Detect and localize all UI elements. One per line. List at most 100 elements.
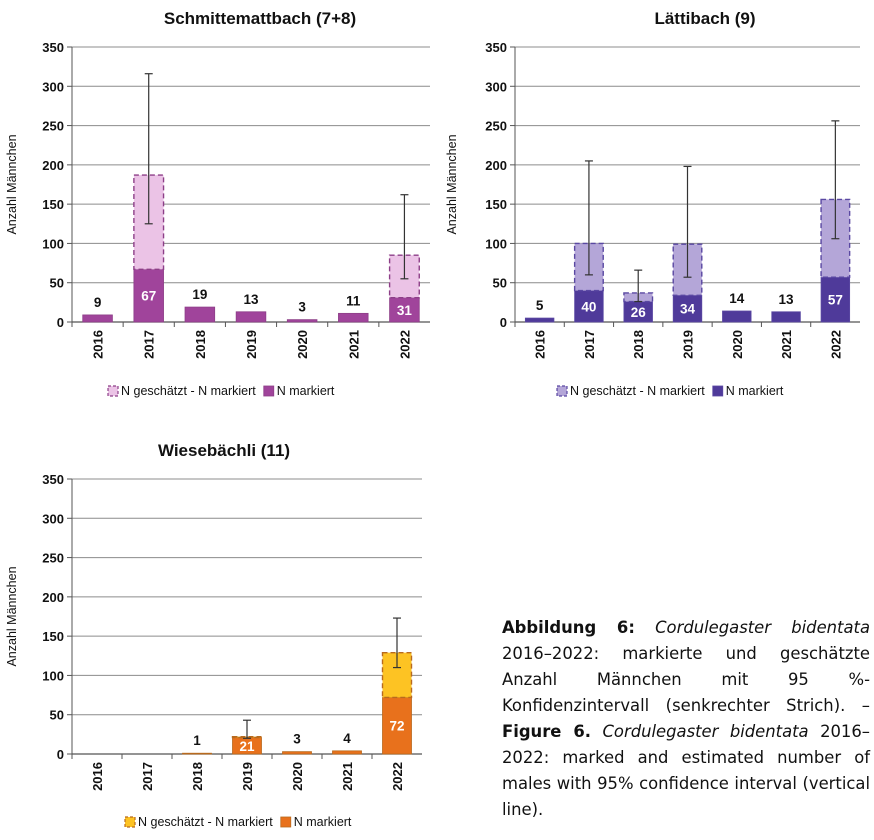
y-tick-label: 300 <box>485 79 507 94</box>
x-tick-label: 2016 <box>533 330 548 359</box>
x-tick-label: 2020 <box>730 330 745 359</box>
legend-label-marked: N markiert <box>726 384 784 398</box>
y-tick-label: 350 <box>42 40 64 55</box>
y-tick-label: 350 <box>42 472 64 487</box>
chart-laettibach: Lättibach (9) Anzahl Männchen 0 50 100 150 200… <box>440 0 874 410</box>
bar-marked-2020 <box>282 751 312 755</box>
bar-marked-2019 <box>672 294 703 323</box>
bar-marked-2019 <box>235 311 267 323</box>
y-tick-label: 200 <box>485 158 507 173</box>
legend-swatch-estimated <box>124 816 136 828</box>
y-tick-label: 100 <box>42 236 64 251</box>
data-label-2019: 34 <box>680 302 696 317</box>
data-label-2018: 26 <box>631 305 647 320</box>
chart-title: Schmittemattbach (7+8) <box>164 9 356 28</box>
bar-marked-2022 <box>389 297 420 323</box>
x-tick-label: 2018 <box>631 330 646 359</box>
y-axis-label: Anzahl Männchen <box>5 566 19 666</box>
data-label-2022: 72 <box>389 719 404 734</box>
caption-species-en: Cordulegaster bidentata <box>602 722 809 741</box>
legend-label-estimated: N geschätzt - N markiert <box>138 815 273 829</box>
data-label-2020: 14 <box>729 291 745 306</box>
bar-marked-2018 <box>184 306 216 323</box>
bar-marked-2021 <box>338 312 369 323</box>
data-label-2016: 9 <box>94 295 102 310</box>
data-label-2019: 21 <box>239 739 255 754</box>
data-label-2019: 13 <box>243 292 259 307</box>
data-label-2021: 4 <box>343 731 351 746</box>
legend-swatch-marked <box>280 816 292 828</box>
x-tick-label: 2019 <box>681 330 696 359</box>
legend-label-estimated: N geschätzt - N markiert <box>121 384 256 398</box>
y-tick-label: 100 <box>485 236 507 251</box>
data-label-2018: 19 <box>192 287 207 302</box>
caption-de-text: 2016–2022: markierte und geschätzte Anza… <box>502 644 870 715</box>
bar-marked-2021 <box>771 311 801 323</box>
data-label-2021: 13 <box>779 292 795 307</box>
x-tick-label: 2017 <box>140 762 155 791</box>
x-tick-label: 2019 <box>240 762 255 791</box>
x-tick-label: 2022 <box>397 330 412 359</box>
chart-svg: Wiesebächli (11) Anzahl Männchen 0 50 100 150… <box>5 441 422 829</box>
x-tick-label: 2017 <box>142 330 157 359</box>
data-label-2017: 67 <box>141 289 156 304</box>
legend-swatch-estimated <box>556 385 568 397</box>
x-tick-label: 2021 <box>340 762 355 791</box>
chart-title: Lättibach (9) <box>654 9 755 28</box>
y-tick-label: 0 <box>57 747 64 762</box>
y-axis-label: Anzahl Männchen <box>445 134 459 234</box>
y-tick-label: 50 <box>50 708 64 723</box>
y-tick-label: 250 <box>42 551 64 566</box>
bar-marked-2021 <box>332 750 362 755</box>
bar-marked-2020 <box>286 319 318 323</box>
bar-marked-2018 <box>182 752 212 755</box>
x-tick-label: 2020 <box>290 762 305 791</box>
x-tick-label: 2022 <box>390 762 405 791</box>
x-tick-label: 2019 <box>244 330 259 359</box>
chart-wiesebaechli: Wiesebächli (11) Anzahl Männchen 0 50 100 150… <box>0 432 440 835</box>
data-label-2020: 3 <box>298 300 306 315</box>
y-tick-label: 150 <box>485 197 507 212</box>
bar-marked-2016 <box>524 317 555 323</box>
bar-marked-2020 <box>722 310 752 323</box>
data-label-2021: 11 <box>346 293 361 308</box>
y-tick-label: 200 <box>42 590 64 605</box>
y-tick-label: 150 <box>42 197 64 212</box>
data-label-2022: 57 <box>828 293 843 308</box>
chart-svg: Schmittemattbach (7+8) Anzahl Männchen 0 50… <box>5 9 430 398</box>
chart-svg: Lättibach (9) Anzahl Männchen 0 50 100 150 200… <box>445 9 860 398</box>
x-tick-label: 2021 <box>779 330 794 359</box>
y-axis-label: Anzahl Männchen <box>5 134 19 234</box>
y-tick-label: 250 <box>42 119 64 134</box>
caption-en-label: Figure 6. <box>502 722 592 741</box>
y-tick-label: 100 <box>42 668 64 683</box>
chart-title: Wiesebächli (11) <box>158 441 290 460</box>
y-tick-label: 0 <box>57 315 64 330</box>
x-tick-label: 2022 <box>828 330 843 359</box>
legend-label-marked: N markiert <box>294 815 352 829</box>
legend-label-estimated: N geschätzt - N markiert <box>570 384 705 398</box>
legend-swatch-marked <box>263 385 275 397</box>
bar-marked-2022 <box>382 697 412 755</box>
data-label-2017: 40 <box>581 299 596 314</box>
bar-marked-2016 <box>82 314 113 323</box>
x-tick-label: 2017 <box>582 330 597 359</box>
data-label-2016: 5 <box>536 298 544 313</box>
y-tick-label: 350 <box>485 40 507 55</box>
y-tick-label: 150 <box>42 629 64 644</box>
legend-swatch-marked <box>712 385 724 397</box>
y-tick-label: 50 <box>493 276 507 291</box>
y-tick-label: 200 <box>42 158 64 173</box>
y-tick-label: 300 <box>42 79 64 94</box>
y-tick-label: 0 <box>500 315 507 330</box>
legend-label-marked: N markiert <box>277 384 335 398</box>
y-tick-label: 250 <box>485 119 507 134</box>
x-tick-label: 2018 <box>193 330 208 359</box>
data-label-2020: 3 <box>293 732 301 747</box>
data-label-2022: 31 <box>397 303 413 318</box>
x-tick-label: 2018 <box>190 762 205 791</box>
caption-de-label: Abbildung 6: <box>502 618 635 637</box>
x-tick-label: 2021 <box>346 330 361 359</box>
caption-en-text: 2016–2022: marked and estimated number o… <box>502 722 870 819</box>
legend-swatch-estimated <box>107 385 119 397</box>
